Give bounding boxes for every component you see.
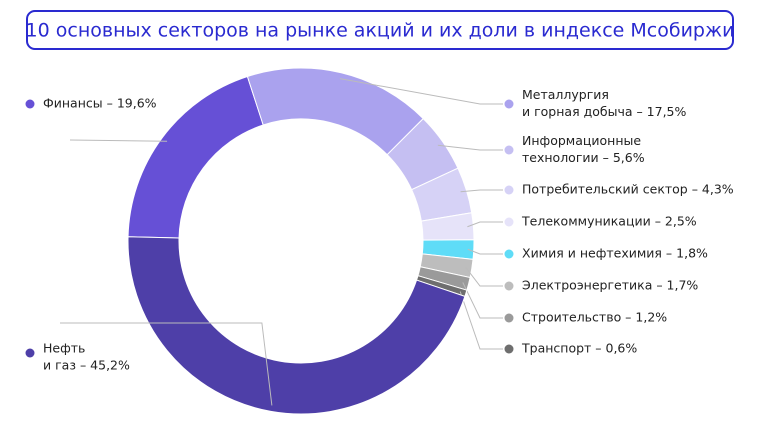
leader-line [467, 221, 503, 228]
title-box [26, 10, 734, 50]
slice-label: Телекоммуникации – 2,5% [521, 214, 697, 229]
legend-dot [504, 344, 514, 354]
leader-line [462, 282, 503, 319]
slice-label: и горная добыча – 17,5% [522, 104, 687, 119]
leader-line [69, 139, 168, 142]
slice-label: Металлургия [522, 87, 609, 102]
slice [246, 67, 424, 156]
legend-dot [504, 185, 514, 195]
slice-label: Транспорт – 0,6% [521, 341, 637, 356]
slice-label: Электроэнергетика – 1,7% [522, 278, 698, 293]
slice-label: технологии – 5,6% [522, 150, 645, 165]
slice-label: Финансы – 19,6% [43, 96, 157, 111]
legend-dot [25, 348, 35, 358]
slice-label: Химия и нефтехимия – 1,8% [522, 246, 708, 261]
slice [127, 236, 466, 415]
legend-dot [504, 281, 514, 291]
legend-dot [504, 99, 514, 109]
leader-line [60, 322, 273, 406]
legend-dot [504, 217, 514, 227]
leader-line [437, 144, 503, 151]
leader-line [460, 189, 503, 193]
slice-label: Нефть [43, 341, 85, 356]
slice-label: и газ – 45,2% [43, 358, 130, 373]
legend-dot [25, 99, 35, 109]
leader-line [467, 248, 503, 255]
leader-line [339, 78, 503, 105]
legend-dot [504, 313, 514, 323]
legend-dot [504, 249, 514, 259]
legend-dot [504, 145, 514, 155]
chart-title: 10 основных секторов на рынке акций и их… [26, 20, 735, 42]
slice-label: Строительство – 1,2% [522, 310, 667, 325]
leader-line [459, 291, 503, 350]
slice-label: Потребительский сектор – 4,3% [522, 182, 734, 197]
slice-label: Информационные [522, 133, 641, 148]
leader-line [465, 267, 503, 287]
